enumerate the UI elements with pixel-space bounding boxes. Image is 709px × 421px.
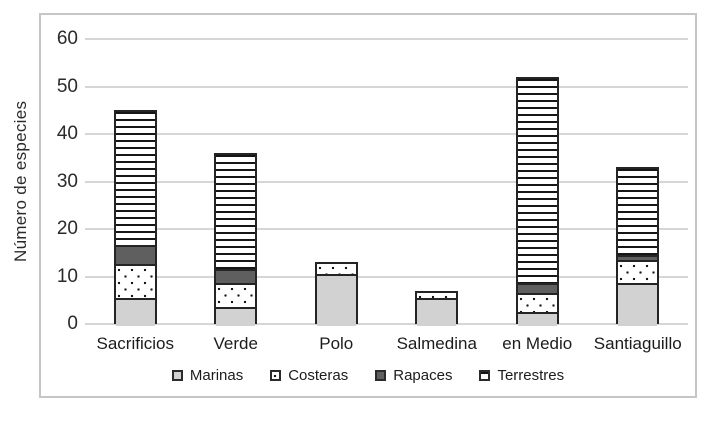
segment-costeras-en-medio [517,292,557,312]
y-axis-title: Número de especies [11,100,30,263]
segment-terrestres-en-medio [517,79,557,284]
legend-swatch-costeras [270,370,282,381]
segment-costeras-polo [316,264,356,274]
legend-item-costeras: Costeras [270,367,348,384]
segment-marinas-salmedina [417,297,457,326]
segment-marinas-verde [216,307,256,326]
legend-label-terrestres: Terrestres [497,367,565,384]
category-label-santiaguillo: Santiaguillo [593,334,682,353]
category-label-verde: Verde [213,334,258,353]
legend-item-marinas: Marinas [171,367,244,384]
legend-swatch-rapaces [375,370,387,381]
segment-marinas-santiaguillo [618,283,658,326]
legend: Marinas Costeras Rapaces Terrestres [41,367,695,384]
category-label-sacrificios: Sacrificios [96,334,174,353]
gridline-y-0 [85,323,688,325]
segment-rapaces-verde [216,269,256,284]
bar-salmedina [415,290,459,326]
gridline-y-40 [85,133,688,135]
y-tick-label-10: 10 [56,265,78,287]
bar-polo [314,262,358,326]
y-tick-label-50: 50 [56,75,78,97]
segment-rapaces-en-medio [517,283,557,293]
y-tick-label-60: 60 [56,28,78,49]
segment-costeras-sacrificios [115,264,155,298]
legend-swatch-marinas [171,370,183,381]
category-label-salmedina: Salmedina [396,334,477,353]
gridline-y-20 [85,228,688,230]
segment-costeras-verde [216,283,256,307]
segment-marinas-polo [316,273,356,326]
segment-terrestres-verde [216,155,256,269]
legend-item-terrestres: Terrestres [479,367,564,384]
segment-rapaces-sacrificios [115,245,155,265]
category-label-en-medio: en Medio [502,334,573,353]
legend-swatch-terrestres [479,370,491,381]
segment-terrestres-santiaguillo [618,169,658,255]
segment-marinas-sacrificios [115,297,155,326]
segment-terrestres-sacrificios [115,112,155,246]
y-tick-label-30: 30 [56,170,78,192]
legend-item-rapaces: Rapaces [375,367,452,384]
y-tick-label-0: 0 [67,313,78,334]
gridline-y-10 [85,275,688,278]
category-label-polo: Polo [319,334,354,353]
y-tick-label-40: 40 [56,123,78,144]
y-tick-label-20: 20 [56,218,78,239]
segment-costeras-santiaguillo [618,259,658,284]
bar-verde [214,153,258,326]
bar-en-medio [515,77,559,326]
legend-label-marinas: Marinas [189,367,244,384]
segment-costeras-salmedina [417,292,457,298]
x-axis-category-labels: Sacrificios Verde Polo Salmedina en Medio San… [85,334,688,354]
bar-santiaguillo [616,167,660,326]
gridline-y-30 [85,180,688,183]
segment-rapaces-santiaguillo [618,254,658,260]
gridline-y-60 [85,38,688,40]
gridline-y-50 [85,85,688,88]
segment-marinas-en-medio [517,311,557,326]
legend-label-rapaces: Rapaces [393,367,453,384]
bar-sacrificios [113,110,157,326]
legend-label-costeras: Costeras [288,367,349,384]
